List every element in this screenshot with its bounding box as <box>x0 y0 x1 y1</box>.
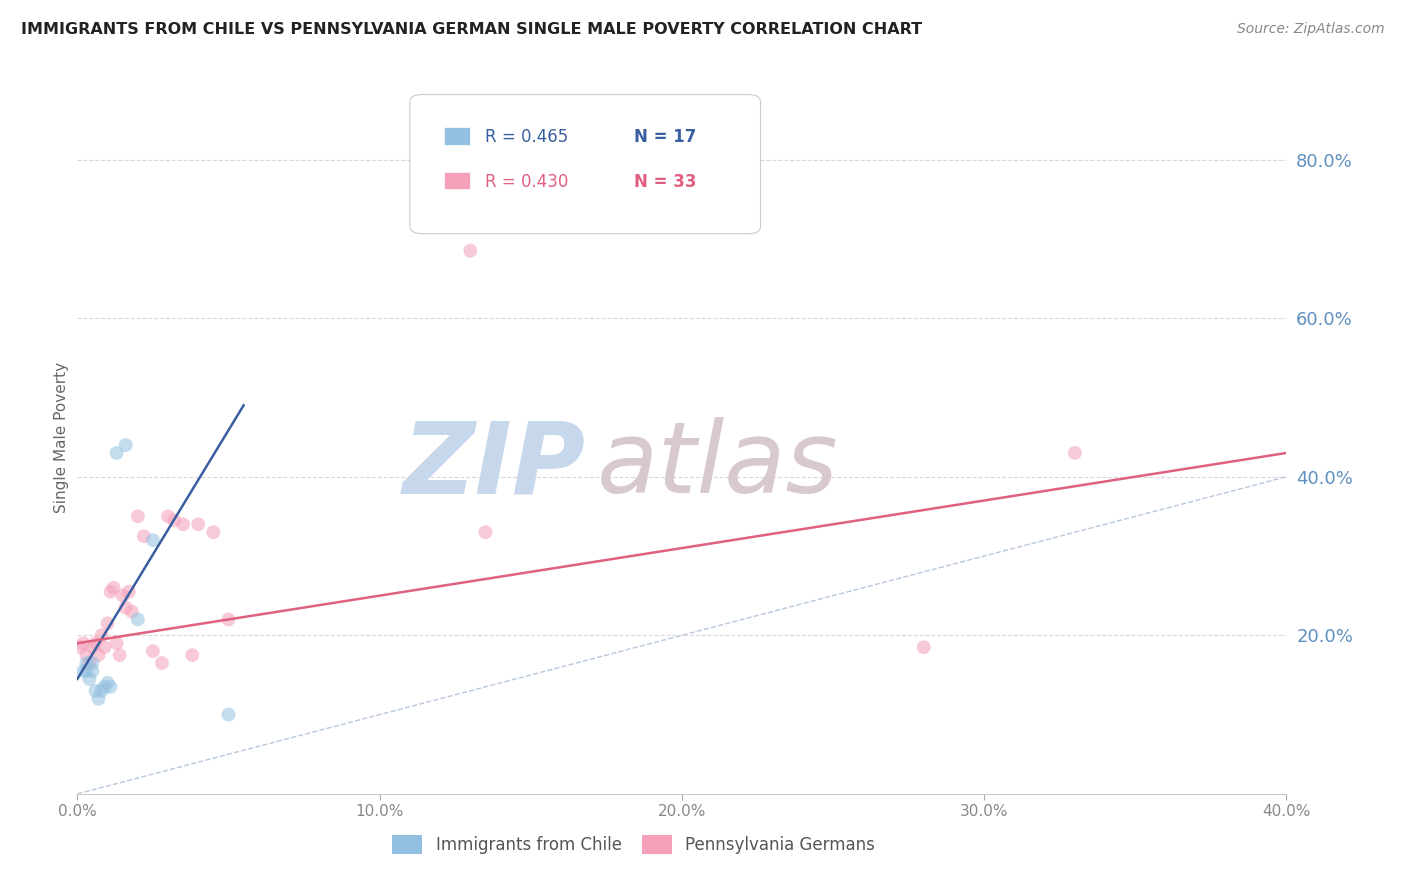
Text: ZIP: ZIP <box>402 417 585 514</box>
Point <box>218 612 240 626</box>
Point <box>181 648 204 662</box>
Point <box>474 525 496 540</box>
Point <box>1064 446 1087 460</box>
Point <box>157 509 180 524</box>
Text: N = 17: N = 17 <box>634 128 696 145</box>
Point <box>82 640 104 655</box>
Point <box>75 664 97 678</box>
Point <box>100 584 122 599</box>
Text: R = 0.465: R = 0.465 <box>485 128 568 145</box>
Point <box>90 683 112 698</box>
Point <box>82 656 104 670</box>
Text: atlas: atlas <box>598 417 839 514</box>
Point <box>87 648 110 662</box>
Point <box>105 636 128 650</box>
Point <box>142 644 165 658</box>
Point <box>114 438 136 452</box>
Point <box>172 517 194 532</box>
Point <box>150 656 173 670</box>
Point <box>111 589 134 603</box>
Point <box>127 509 149 524</box>
Point <box>187 517 209 532</box>
Point <box>163 513 186 527</box>
Point <box>121 605 143 619</box>
Legend: Immigrants from Chile, Pennsylvania Germans: Immigrants from Chile, Pennsylvania Germ… <box>385 828 882 861</box>
Point <box>202 525 225 540</box>
Point <box>90 628 112 642</box>
Text: R = 0.430: R = 0.430 <box>485 173 568 191</box>
Point <box>96 676 118 690</box>
Point <box>114 600 136 615</box>
Point <box>69 640 91 655</box>
Bar <box>444 128 471 145</box>
Point <box>100 680 122 694</box>
Point <box>93 640 115 655</box>
Point <box>79 672 101 686</box>
Point <box>132 529 155 543</box>
Point <box>458 244 481 258</box>
Point <box>105 446 128 460</box>
Point <box>75 656 97 670</box>
Text: N = 33: N = 33 <box>634 173 696 191</box>
Bar <box>444 172 471 189</box>
Point <box>93 680 115 694</box>
Point <box>84 683 107 698</box>
Point <box>82 664 104 678</box>
Point <box>218 707 240 722</box>
Point <box>108 648 131 662</box>
Point <box>142 533 165 548</box>
Point <box>912 640 935 655</box>
Y-axis label: Single Male Poverty: Single Male Poverty <box>53 361 69 513</box>
Point <box>75 648 97 662</box>
Point <box>103 581 125 595</box>
Point <box>118 584 141 599</box>
Point <box>84 636 107 650</box>
Point <box>72 664 94 678</box>
Point <box>72 636 94 650</box>
Point <box>127 612 149 626</box>
Point <box>79 656 101 670</box>
Text: IMMIGRANTS FROM CHILE VS PENNSYLVANIA GERMAN SINGLE MALE POVERTY CORRELATION CHA: IMMIGRANTS FROM CHILE VS PENNSYLVANIA GE… <box>21 22 922 37</box>
Point <box>96 616 118 631</box>
Point <box>87 691 110 706</box>
FancyBboxPatch shape <box>411 95 761 234</box>
Text: Source: ZipAtlas.com: Source: ZipAtlas.com <box>1237 22 1385 37</box>
